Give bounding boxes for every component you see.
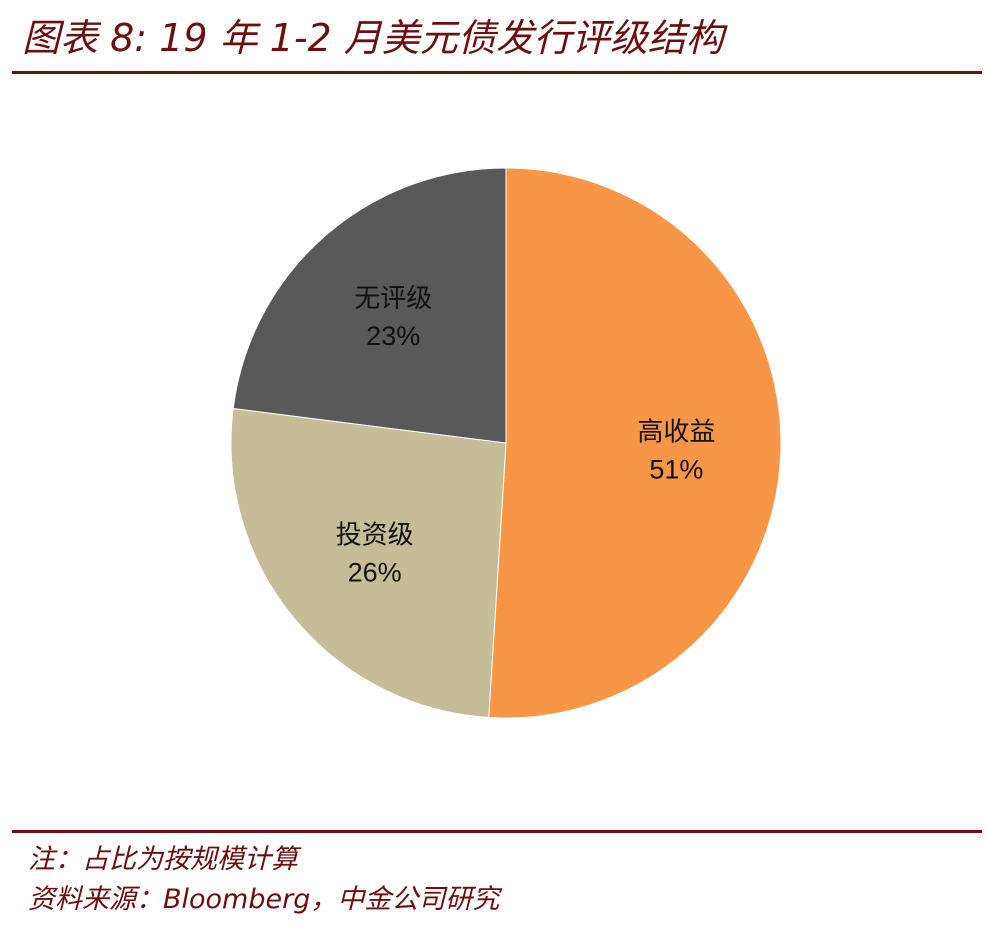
footer-divider <box>12 830 982 833</box>
pie-slice-value-2: 23% <box>366 321 420 351</box>
pie-slice-label-0: 高收益 <box>637 417 715 447</box>
pie-slice-2 <box>232 167 507 444</box>
pie-slice-1 <box>230 407 507 718</box>
title-divider <box>12 71 982 74</box>
pie-slice-value-1: 26% <box>348 558 402 588</box>
chart-title: 图表 8: 19 年 1-2 月美元债发行评级结构 <box>22 16 724 60</box>
footnote-note: 注：占比为按规模计算 <box>28 844 298 875</box>
pie-slices <box>230 167 782 719</box>
pie-slice-value-0: 51% <box>649 454 703 484</box>
pie-slice-label-2: 无评级 <box>354 284 432 314</box>
pie-slice-label-1: 投资级 <box>336 521 414 551</box>
pie-slice-0 <box>488 167 782 719</box>
pie-labels: 高收益 51% 投资级 26% 无评级 23% <box>336 284 716 588</box>
footnote-source: 资料来源：Bloomberg，中金公司研究 <box>28 884 500 915</box>
pie-chart: 高收益 51% 投资级 26% 无评级 23% <box>230 167 782 719</box>
